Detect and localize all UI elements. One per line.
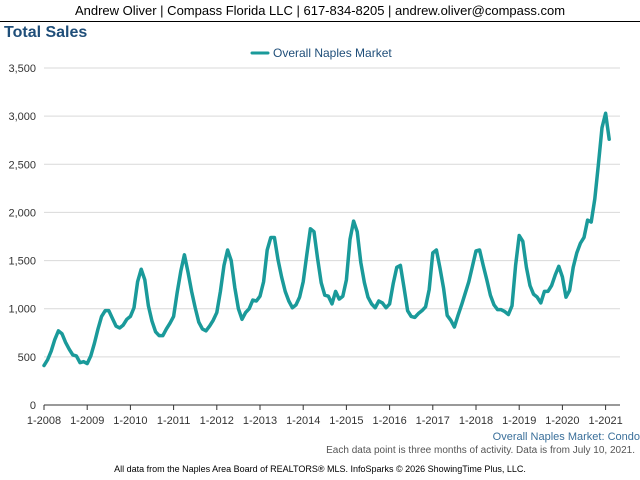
x-tick-label: 1-2009 bbox=[70, 415, 104, 427]
x-tick-label: 1-2011 bbox=[157, 415, 190, 427]
x-tick-label: 1-2016 bbox=[372, 415, 406, 427]
x-tick-label: 1-2018 bbox=[459, 415, 493, 427]
x-tick-label: 1-2019 bbox=[502, 415, 536, 427]
y-tick-label: 2,500 bbox=[8, 159, 36, 171]
x-tick-label: 1-2010 bbox=[113, 415, 147, 427]
x-tick-label: 1-2013 bbox=[243, 415, 277, 427]
y-tick-label: 3,000 bbox=[8, 111, 36, 123]
data-source-note: All data from the Naples Area Board of R… bbox=[114, 464, 526, 474]
legend-label: Overall Naples Market bbox=[273, 46, 392, 60]
series-line bbox=[42, 111, 611, 368]
y-axis: 0 500 1,000 1,500 2,000 2,500 3,000 3,500 bbox=[8, 63, 36, 412]
x-tick-label: 1-2021 bbox=[588, 415, 622, 427]
x-tick-label: 1-2012 bbox=[200, 415, 234, 427]
legend: Overall Naples Market bbox=[250, 46, 392, 60]
x-tick-label: 1-2014 bbox=[286, 415, 320, 427]
chart-subtitle: Overall Naples Market: Condo bbox=[493, 431, 640, 443]
y-tick-label: 1,500 bbox=[8, 256, 36, 268]
gridlines bbox=[44, 67, 620, 358]
y-tick-label: 500 bbox=[18, 352, 36, 364]
x-axis: 1-2008 1-2009 1-2010 1-2011 1-2012 1-2013 1-20… bbox=[27, 404, 623, 427]
x-tick-label: 1-2015 bbox=[329, 415, 363, 427]
y-tick-label: 3,500 bbox=[8, 63, 36, 75]
period-note: Each data point is three months of activ… bbox=[326, 445, 635, 456]
y-tick-label: 2,000 bbox=[8, 207, 36, 219]
x-tick-label: 1-2008 bbox=[27, 415, 61, 427]
page-title: Total Sales bbox=[4, 24, 88, 41]
contact-header: Andrew Oliver | Compass Florida LLC | 61… bbox=[0, 0, 640, 22]
x-tick-label: 1-2017 bbox=[416, 415, 450, 427]
x-tick-label: 1-2020 bbox=[545, 415, 579, 427]
y-tick-label: 0 bbox=[30, 400, 36, 412]
y-tick-label: 1,000 bbox=[8, 304, 36, 316]
